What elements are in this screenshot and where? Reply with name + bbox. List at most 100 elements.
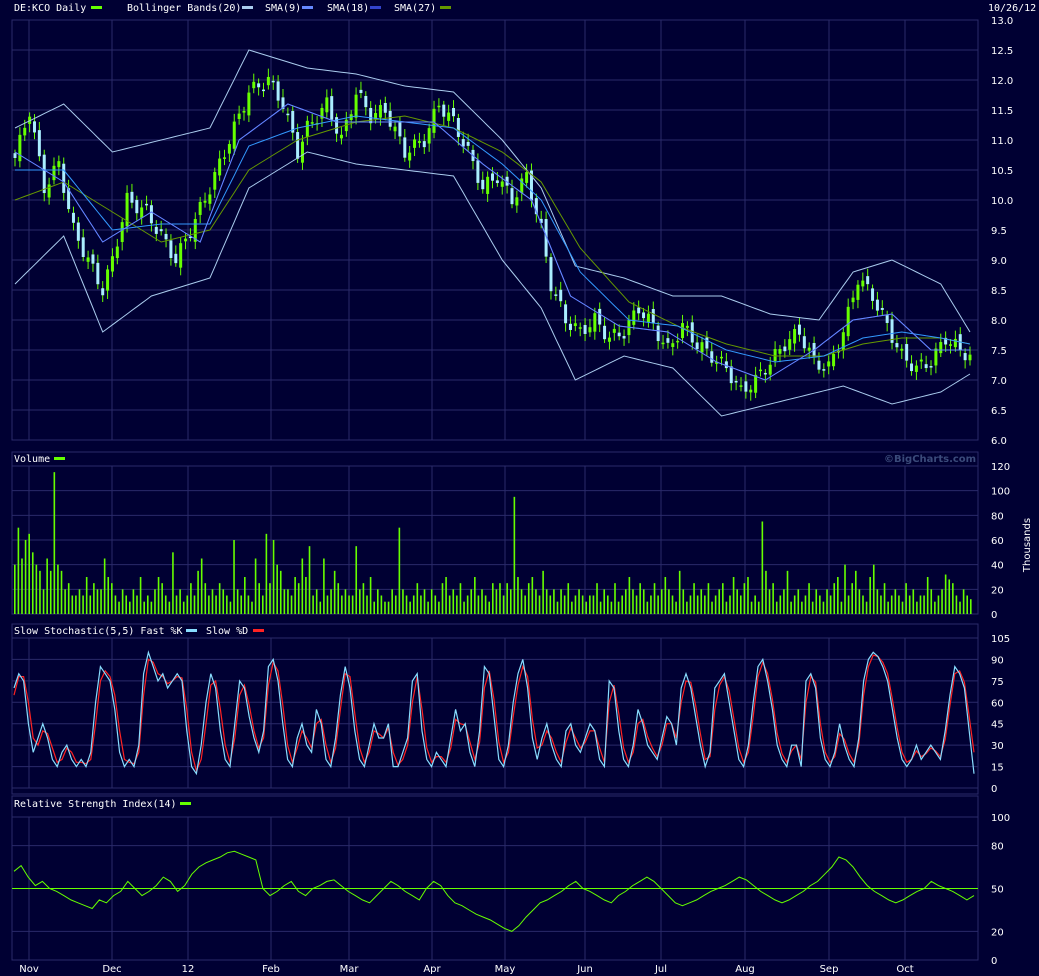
volume-bar [696,595,699,614]
candle-body [578,327,582,329]
candle-body [364,95,368,108]
candle-body [866,276,870,285]
x-tick-label: Dec [102,964,121,975]
candle-body [720,356,724,359]
volume-bar [732,577,735,614]
volume-bar [146,595,149,614]
volume-bar [14,564,16,614]
volume-bar [240,595,243,614]
volume-bar [89,595,92,614]
candle-body [758,369,762,372]
candle-body [495,180,499,184]
stochastic-tick-label: 60 [991,698,1004,709]
candle-body [598,308,602,325]
volume-bar [632,589,634,614]
candle-body [218,158,222,176]
volume-bar [463,601,465,614]
candle-body [539,218,543,223]
fast-k-line [13,650,975,776]
volume-bar [60,570,63,614]
volume-bar [175,595,178,614]
candle-body [369,107,373,124]
candle-body [564,304,568,324]
candle-body [101,288,105,296]
volume-bar [481,589,483,614]
candle-body [193,219,197,242]
volume-bar [833,583,836,614]
volume-bar [348,595,350,614]
volume-bar [783,589,785,614]
x-axis-labels: Nov Dec 12 Feb Mar Apr May Jun Jul Aug Sep Oct [19,964,913,975]
volume-bar [226,595,228,614]
volume-bar [725,601,728,614]
volume-bar [916,601,918,614]
volume-bar [49,570,52,614]
stochastic-tick-label: 90 [991,655,1004,666]
volume-bar [908,595,911,614]
volume-bar [750,601,753,614]
volume-bar [808,583,810,614]
candle-body [383,103,387,113]
stochastic-tick-label: 0 [991,784,997,795]
volume-bar [28,533,30,614]
volume-bar [819,595,821,614]
candle-body [593,313,597,332]
candle-body [227,144,231,154]
volume-bar [801,601,803,614]
volume-bar [344,589,347,614]
candle-body [949,344,953,346]
candle-body [184,238,188,242]
candle-body [646,313,650,323]
volume-bar [811,601,814,614]
volume-bar [294,577,296,614]
candle-body [67,188,71,210]
candle-body [456,117,460,137]
volume-bar [24,540,27,614]
volume-bar [445,577,447,614]
candle-body [110,256,114,272]
candle-body [76,222,80,241]
candle-body [695,342,699,349]
price-panel: 13.0 12.5 12.0 11.5 11.0 10.5 10.0 9.5 9.0 8.5 8.0… [11,3,1036,447]
candle-body [149,205,153,224]
volume-bar [161,583,163,614]
volume-bar [678,570,681,614]
candle-body [427,128,431,144]
volume-bar [635,595,638,614]
volume-bar [136,595,138,614]
rsi-tick-label: 50 [991,885,1004,896]
candle-body [715,361,719,364]
price-tick-label: 7.0 [991,376,1007,387]
volume-bar [668,589,670,614]
candle-body [500,181,504,187]
rsi-tick-label: 100 [991,813,1010,824]
bollinger-upper-band [14,49,971,333]
candle-body [335,117,339,134]
volume-bar [82,595,84,614]
volume-bar [208,595,210,614]
volume-bar [269,583,271,614]
sma9-label: SMA(9) [265,3,301,14]
candle-body [822,369,826,371]
volume-bar [441,583,444,614]
candle-body [919,359,923,362]
candle-body [81,237,85,257]
candle-body [169,240,173,259]
volume-bar [330,589,332,614]
candle-body [885,314,889,323]
candle-body [963,353,967,361]
rsi-tick-label: 80 [991,842,1004,853]
rsi-tick-label: 20 [991,927,1004,938]
price-legend: DE:KCO Daily Bollinger Bands(20) SMA(9) … [14,3,1036,14]
stochastic-tick-label: 75 [991,677,1004,688]
volume-bar [646,601,649,614]
candle-body [91,254,95,264]
candle-body [388,110,392,127]
candle-body [437,105,441,108]
volume-bar [502,595,505,614]
candle-body [914,365,918,372]
volume-bar [297,583,300,614]
volume-bar [402,589,404,614]
candle-body [491,173,494,181]
